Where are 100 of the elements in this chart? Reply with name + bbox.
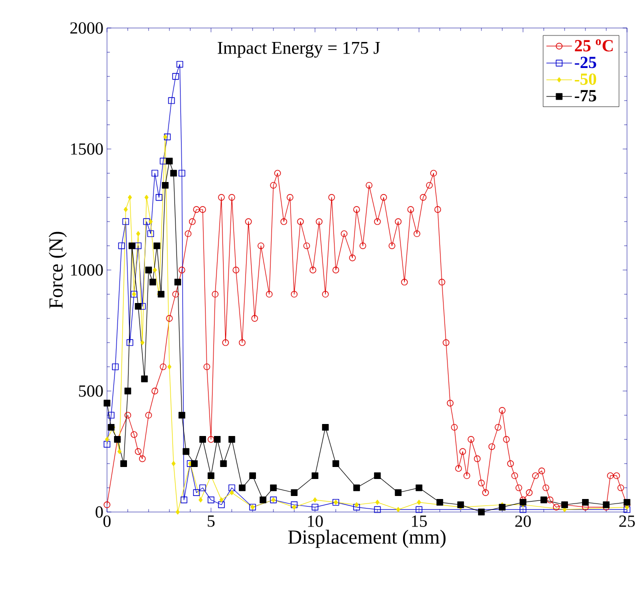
point — [178, 170, 186, 177]
point — [176, 60, 184, 68]
point — [162, 182, 169, 189]
point — [108, 424, 114, 431]
point — [158, 290, 164, 298]
y-axis-title: Force (N) — [48, 232, 67, 308]
point — [292, 504, 296, 510]
point — [178, 412, 186, 419]
point — [174, 278, 182, 286]
point — [122, 218, 130, 225]
point — [199, 484, 206, 492]
point — [624, 506, 630, 513]
point — [396, 507, 400, 512]
x-axis-title: Displacement (mm) — [288, 530, 446, 548]
legend-label: -50 — [574, 73, 596, 85]
point — [219, 497, 224, 502]
point — [416, 506, 422, 513]
point — [108, 412, 114, 419]
point — [520, 498, 526, 506]
point — [238, 484, 246, 492]
point — [118, 242, 125, 250]
annotation: Impact Energy = 175 J — [218, 42, 380, 58]
point — [152, 267, 157, 273]
point — [172, 461, 176, 466]
point — [145, 266, 152, 274]
point — [141, 376, 148, 382]
point — [180, 496, 188, 504]
point — [167, 364, 172, 370]
point — [498, 504, 506, 510]
y-tick-label: 1500 — [71, 143, 103, 155]
point — [540, 496, 548, 504]
point — [260, 496, 266, 504]
point — [152, 170, 158, 177]
point — [144, 194, 149, 200]
legend-label: -25 — [574, 56, 596, 68]
point — [128, 242, 136, 250]
point — [313, 497, 317, 502]
point — [198, 497, 203, 502]
x-tick-label: 10 — [308, 516, 323, 527]
point — [322, 424, 329, 431]
point — [220, 460, 227, 467]
point — [124, 206, 128, 212]
x-tick-label: 5 — [208, 516, 215, 527]
point — [457, 501, 464, 508]
point — [218, 501, 225, 508]
point — [124, 388, 132, 394]
point — [193, 489, 200, 496]
point — [126, 339, 134, 346]
point — [128, 194, 132, 200]
point — [332, 460, 340, 467]
point — [228, 484, 236, 492]
point — [140, 340, 144, 346]
point — [105, 436, 109, 442]
x-tick-label: 25 — [619, 516, 635, 527]
point — [290, 501, 298, 508]
point — [170, 170, 177, 177]
x-tick-label: 15 — [412, 516, 427, 527]
point — [624, 498, 630, 506]
point — [270, 484, 277, 492]
point — [148, 219, 153, 224]
point — [374, 506, 381, 513]
point — [199, 436, 206, 443]
y-tick-label: 1000 — [71, 264, 103, 276]
point — [136, 231, 140, 236]
point — [168, 97, 175, 104]
point — [394, 489, 402, 496]
point — [353, 504, 360, 510]
point — [520, 506, 526, 513]
point — [417, 500, 421, 505]
point — [478, 508, 485, 516]
point — [214, 436, 221, 443]
point — [164, 134, 171, 140]
point — [249, 472, 256, 480]
point — [117, 448, 122, 454]
point — [147, 230, 154, 238]
legend-label: 25 $^{o}$C — [574, 39, 613, 52]
point — [228, 436, 236, 443]
legend-label: -75 — [574, 90, 596, 102]
point — [143, 218, 150, 225]
point — [353, 484, 360, 492]
point — [416, 484, 422, 492]
point — [176, 509, 180, 515]
point — [104, 400, 110, 406]
y-tick-label: 500 — [79, 385, 103, 397]
point — [436, 498, 444, 506]
point — [602, 501, 610, 508]
point — [149, 278, 156, 286]
y-tick-label: 0 — [96, 506, 103, 518]
point — [160, 158, 166, 164]
point — [375, 500, 380, 505]
point — [163, 134, 168, 140]
point — [182, 448, 190, 455]
x-tick-label: 20 — [515, 516, 531, 527]
point — [230, 490, 234, 496]
point — [172, 73, 179, 80]
point — [120, 460, 127, 467]
point — [312, 504, 318, 510]
point — [374, 472, 381, 480]
point — [312, 472, 318, 480]
point — [154, 242, 160, 250]
